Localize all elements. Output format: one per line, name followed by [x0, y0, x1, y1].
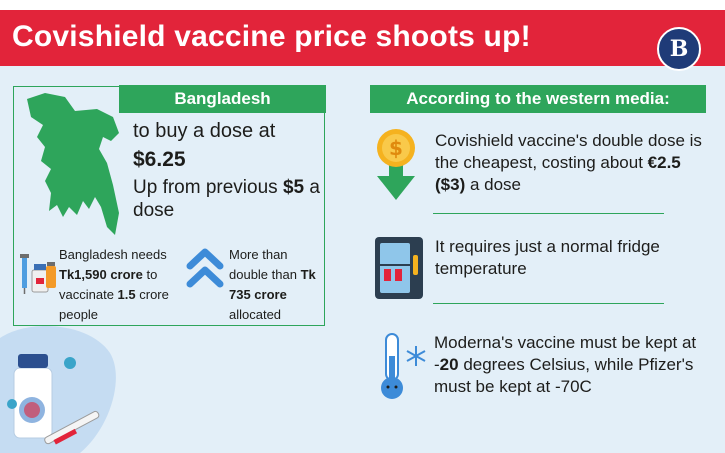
vaccine-illustration [0, 326, 116, 453]
dollar-coin-down-arrow-icon: $ [377, 129, 415, 200]
fridge-fact: It requires just a normal fridge tempera… [435, 237, 660, 278]
allocation-text: More than double than Tk 735 crore alloc… [229, 247, 316, 322]
western-media-heading: According to the western media: [370, 85, 706, 113]
allocated-amount: Tk 735 crore [229, 267, 316, 302]
thermometer-icon [381, 333, 426, 399]
bangladesh-map-icon [27, 93, 119, 235]
people-count: 1.5 [117, 287, 136, 302]
fridge-icon [375, 237, 423, 299]
snowflake-icon [406, 346, 426, 366]
dose-line: to buy a dose at [133, 120, 276, 142]
moderna-temp: 20 [439, 355, 459, 374]
vaccine-vial-icon [20, 254, 56, 294]
euro-price: €2.5 ($3) [435, 153, 681, 194]
page-title: Covishield vaccine price shoots up! [12, 20, 531, 53]
previous-price: $5 [282, 177, 305, 198]
funding-need-text: Bangladesh needs Tk1,590 crore to vaccin… [59, 247, 169, 322]
storage-temperature-fact: Moderna's vaccine must be kept at -20 de… [434, 333, 697, 396]
top-stripe [0, 0, 725, 10]
dose-price: $6.25 [133, 148, 186, 171]
double-chevron-up-icon [186, 248, 224, 288]
bangladesh-heading: Bangladesh [119, 85, 326, 113]
previous-price-line: Up from previous $5 a dose [133, 177, 320, 221]
brand-logo: B [657, 27, 701, 71]
svg-text:$: $ [389, 136, 403, 160]
divider [433, 303, 664, 304]
title-banner: Covishield vaccine price shoots up! B [0, 10, 725, 71]
cheapest-dose-fact: Covishield vaccine's double dose is the … [435, 131, 702, 194]
need-amount: Tk1,590 crore [59, 267, 143, 282]
divider [433, 213, 664, 214]
